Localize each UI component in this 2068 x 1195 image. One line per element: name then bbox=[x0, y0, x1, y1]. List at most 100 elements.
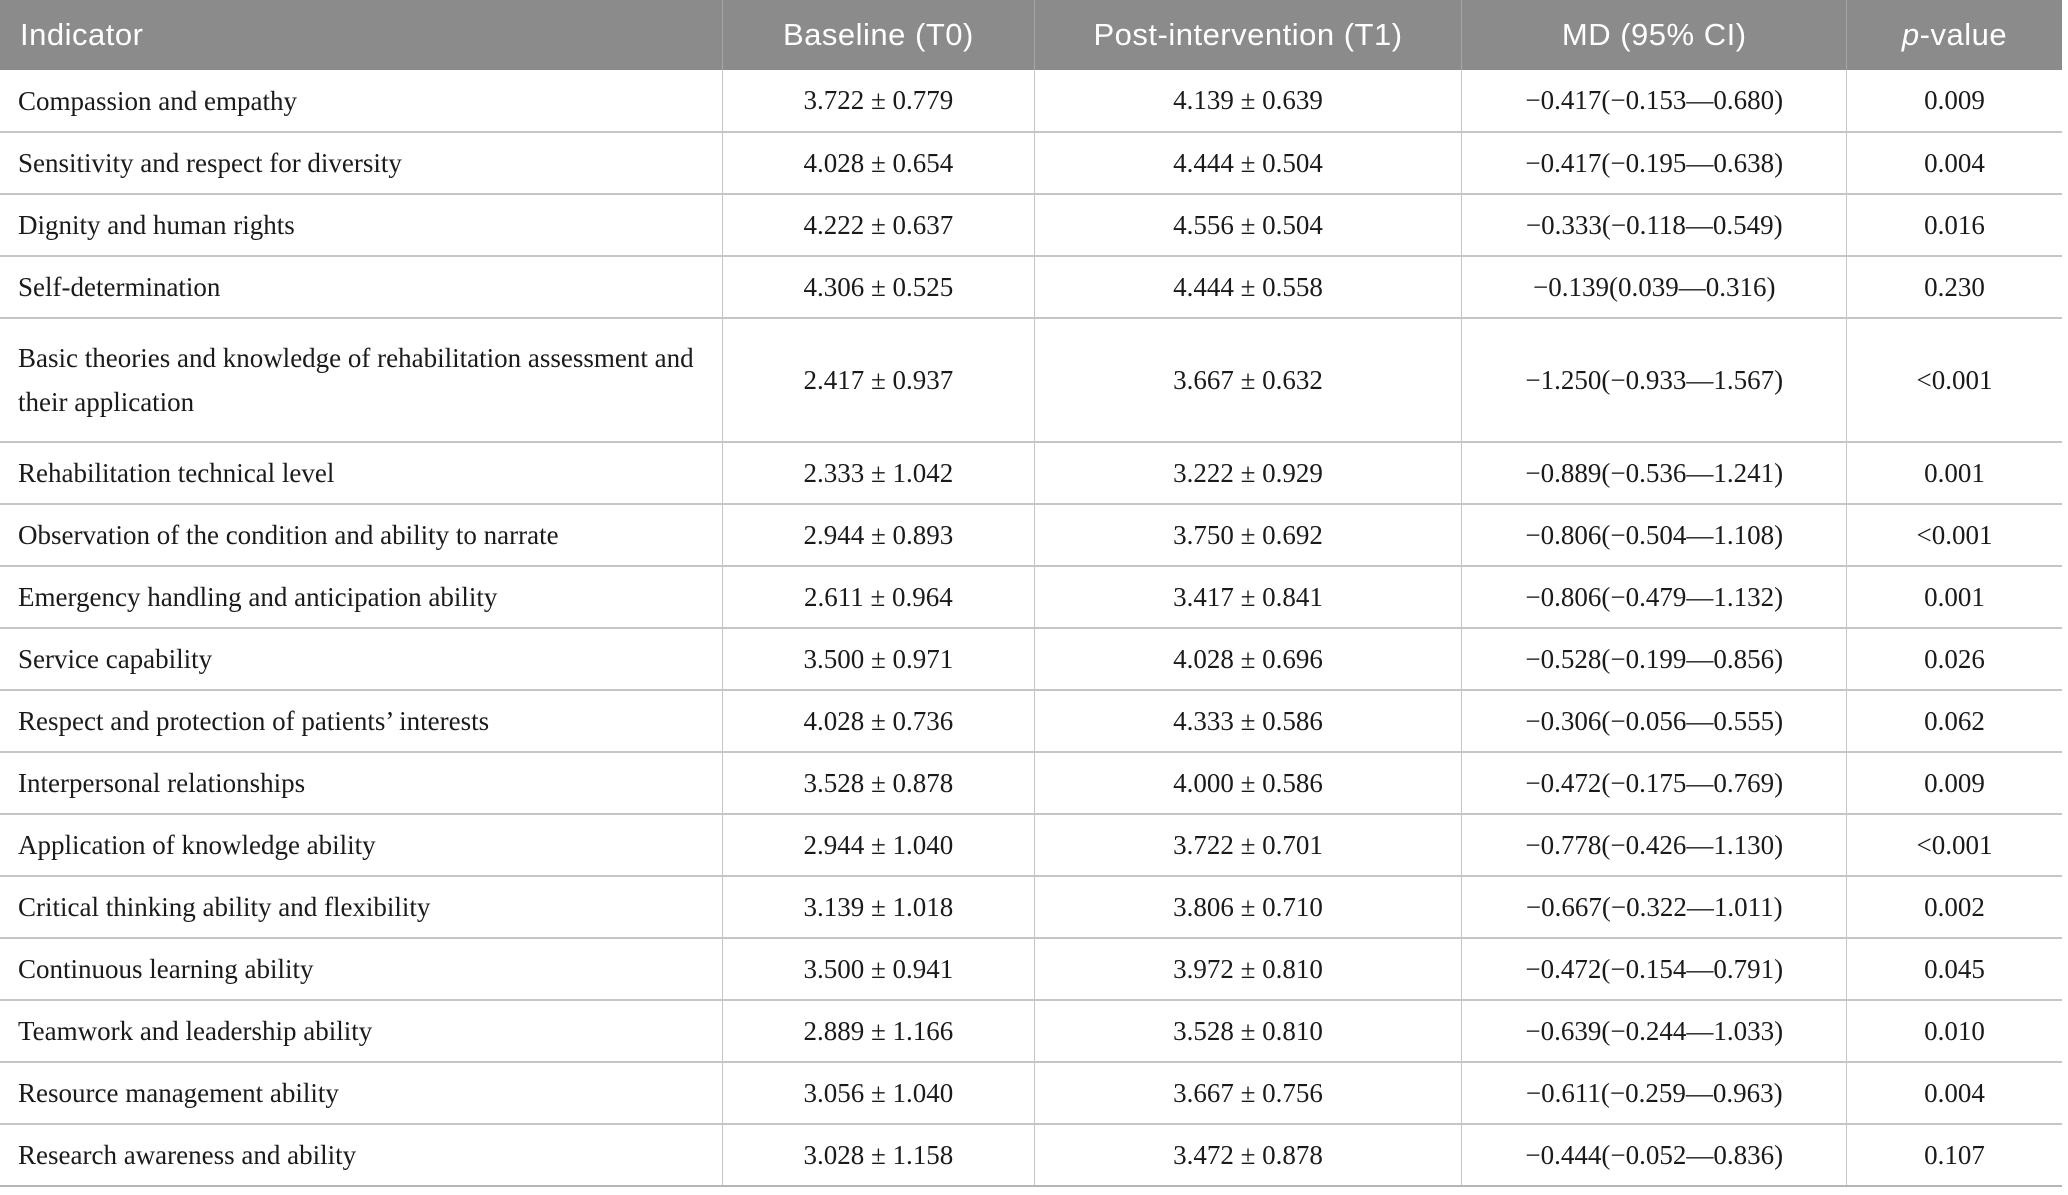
post-intervention-cell: 3.972 ± 0.810 bbox=[1033, 937, 1462, 1000]
col-header-p-value: p-value bbox=[1846, 0, 2062, 70]
baseline-cell: 4.028 ± 0.736 bbox=[722, 689, 1035, 752]
baseline-cell: 3.722 ± 0.779 bbox=[722, 70, 1035, 132]
col-header-md-ci: MD (95% CI) bbox=[1461, 0, 1847, 70]
table-row: Service capability 3.500 ± 0.971 4.028 ±… bbox=[0, 627, 2062, 690]
post-intervention-cell: 4.444 ± 0.504 bbox=[1033, 131, 1462, 194]
indicator-cell: Rehabilitation technical level bbox=[0, 441, 723, 504]
md-ci-cell: −0.611(−0.259—0.963) bbox=[1461, 1061, 1847, 1124]
table-row: Compassion and empathy 3.722 ± 0.779 4.1… bbox=[0, 70, 2062, 132]
p-value-cell: 0.001 bbox=[1846, 565, 2062, 628]
indicator-cell: Continuous learning ability bbox=[0, 937, 723, 1000]
post-intervention-cell: 4.556 ± 0.504 bbox=[1033, 193, 1462, 256]
baseline-cell: 4.222 ± 0.637 bbox=[722, 193, 1035, 256]
indicator-cell: Service capability bbox=[0, 627, 723, 690]
table-row: Self-determination 4.306 ± 0.525 4.444 ±… bbox=[0, 255, 2062, 318]
p-value-cell: 0.010 bbox=[1846, 999, 2062, 1062]
p-value-italic-p: p bbox=[1901, 17, 1920, 52]
p-value-cell: 0.001 bbox=[1846, 441, 2062, 504]
table-row: Resource management ability 3.056 ± 1.04… bbox=[0, 1061, 2062, 1124]
p-value-suffix: -value bbox=[1919, 17, 2008, 52]
post-intervention-cell: 3.417 ± 0.841 bbox=[1033, 565, 1462, 628]
indicator-cell: Basic theories and knowledge of rehabili… bbox=[0, 317, 723, 442]
post-intervention-cell: 4.139 ± 0.639 bbox=[1033, 70, 1462, 132]
col-header-indicator: Indicator bbox=[0, 0, 723, 70]
baseline-cell: 2.944 ± 1.040 bbox=[722, 813, 1035, 876]
table-header: Indicator Baseline (T0) Post-interventio… bbox=[0, 0, 2062, 70]
p-value-cell: 0.004 bbox=[1846, 131, 2062, 194]
p-value-cell: 0.230 bbox=[1846, 255, 2062, 318]
post-intervention-cell: 3.722 ± 0.701 bbox=[1033, 813, 1462, 876]
p-value-cell: 0.002 bbox=[1846, 875, 2062, 938]
p-value-cell: 0.026 bbox=[1846, 627, 2062, 690]
baseline-cell: 3.500 ± 0.941 bbox=[722, 937, 1035, 1000]
post-intervention-cell: 3.472 ± 0.878 bbox=[1033, 1123, 1462, 1187]
indicator-cell: Compassion and empathy bbox=[18, 85, 297, 116]
table-header-row: Indicator Baseline (T0) Post-interventio… bbox=[0, 0, 2062, 70]
p-value-cell: <0.001 bbox=[1846, 813, 2062, 876]
indicator-cell: Sensitivity and respect for diversity bbox=[0, 131, 723, 194]
table-row: Emergency handling and anticipation abil… bbox=[0, 565, 2062, 628]
table-row: Teamwork and leadership ability 2.889 ± … bbox=[0, 999, 2062, 1062]
indicator-cell: Emergency handling and anticipation abil… bbox=[0, 565, 723, 628]
baseline-cell: 2.417 ± 0.937 bbox=[722, 317, 1035, 442]
p-value-cell: <0.001 bbox=[1846, 317, 2062, 442]
md-ci-cell: −0.472(−0.154—0.791) bbox=[1461, 937, 1847, 1000]
indicator-cell: Teamwork and leadership ability bbox=[0, 999, 723, 1062]
md-ci-cell: −0.667(−0.322—1.011) bbox=[1461, 875, 1847, 938]
p-value-cell: 0.062 bbox=[1846, 689, 2062, 752]
baseline-cell: 3.500 ± 0.971 bbox=[722, 627, 1035, 690]
indicator-cell: Resource management ability bbox=[0, 1061, 723, 1124]
baseline-cell: 2.944 ± 0.893 bbox=[722, 503, 1035, 566]
table-row: Sensitivity and respect for diversity 4.… bbox=[0, 131, 2062, 194]
post-intervention-cell: 4.444 ± 0.558 bbox=[1033, 255, 1462, 318]
indicator-cell: Dignity and human rights bbox=[0, 193, 723, 256]
col-header-post-intervention: Post-intervention (T1) bbox=[1033, 0, 1462, 70]
post-intervention-cell: 3.750 ± 0.692 bbox=[1033, 503, 1462, 566]
post-intervention-cell: 3.667 ± 0.756 bbox=[1033, 1061, 1462, 1124]
baseline-cell: 3.028 ± 1.158 bbox=[722, 1123, 1035, 1187]
md-ci-cell: −0.806(−0.479—1.132) bbox=[1461, 565, 1847, 628]
p-value-cell: 0.107 bbox=[1846, 1123, 2062, 1187]
indicator-cell: Research awareness and ability bbox=[0, 1123, 723, 1187]
table-row: Research awareness and ability 3.028 ± 1… bbox=[0, 1123, 2062, 1187]
p-value-cell: 0.009 bbox=[1846, 70, 2062, 132]
md-ci-cell: −0.333(−0.118—0.549) bbox=[1461, 193, 1847, 256]
baseline-cell: 4.306 ± 0.525 bbox=[722, 255, 1035, 318]
indicator-cell: Respect and protection of patients’ inte… bbox=[0, 689, 723, 752]
baseline-cell: 2.611 ± 0.964 bbox=[722, 565, 1035, 628]
post-intervention-cell: 3.667 ± 0.632 bbox=[1033, 317, 1462, 442]
table-row: Interpersonal relationships 3.528 ± 0.87… bbox=[0, 751, 2062, 814]
md-ci-cell: −0.306(−0.056—0.555) bbox=[1461, 689, 1847, 752]
md-ci-cell: −0.806(−0.504—1.108) bbox=[1461, 503, 1847, 566]
md-ci-cell: −0.444(−0.052—0.836) bbox=[1461, 1123, 1847, 1187]
table-row: Observation of the condition and ability… bbox=[0, 503, 2062, 566]
table-body: Compassion and empathy 3.722 ± 0.779 4.1… bbox=[0, 70, 2062, 1187]
post-intervention-cell: 4.028 ± 0.696 bbox=[1033, 627, 1462, 690]
baseline-cell: 4.028 ± 0.654 bbox=[722, 131, 1035, 194]
post-intervention-cell: 4.000 ± 0.586 bbox=[1033, 751, 1462, 814]
post-intervention-cell: 3.806 ± 0.710 bbox=[1033, 875, 1462, 938]
table-row: Dignity and human rights 4.222 ± 0.637 4… bbox=[0, 193, 2062, 256]
indicator-cell: Interpersonal relationships bbox=[0, 751, 723, 814]
baseline-cell: 3.056 ± 1.040 bbox=[722, 1061, 1035, 1124]
md-ci-cell: −0.139(0.039—0.316) bbox=[1461, 255, 1847, 318]
post-intervention-cell: 3.222 ± 0.929 bbox=[1033, 441, 1462, 504]
baseline-cell: 2.333 ± 1.042 bbox=[722, 441, 1035, 504]
indicator-cell: Critical thinking ability and flexibilit… bbox=[0, 875, 723, 938]
indicator-cell: Self-determination bbox=[0, 255, 723, 318]
md-ci-cell: −0.528(−0.199—0.856) bbox=[1461, 627, 1847, 690]
md-ci-cell: −0.417(−0.153—0.680) bbox=[1461, 70, 1847, 132]
indicator-cell: Observation of the condition and ability… bbox=[0, 503, 723, 566]
p-value-cell: 0.004 bbox=[1846, 1061, 2062, 1124]
table-row: Continuous learning ability 3.500 ± 0.94… bbox=[0, 937, 2062, 1000]
table-row: Application of knowledge ability 2.944 ±… bbox=[0, 813, 2062, 876]
md-ci-cell: −0.889(−0.536—1.241) bbox=[1461, 441, 1847, 504]
baseline-cell: 2.889 ± 1.166 bbox=[722, 999, 1035, 1062]
table-row: Rehabilitation technical level 2.333 ± 1… bbox=[0, 441, 2062, 504]
p-value-cell: 0.016 bbox=[1846, 193, 2062, 256]
indicator-cell: Application of knowledge ability bbox=[0, 813, 723, 876]
post-intervention-cell: 4.333 ± 0.586 bbox=[1033, 689, 1462, 752]
baseline-cell: 3.139 ± 1.018 bbox=[722, 875, 1035, 938]
md-ci-cell: −0.472(−0.175—0.769) bbox=[1461, 751, 1847, 814]
